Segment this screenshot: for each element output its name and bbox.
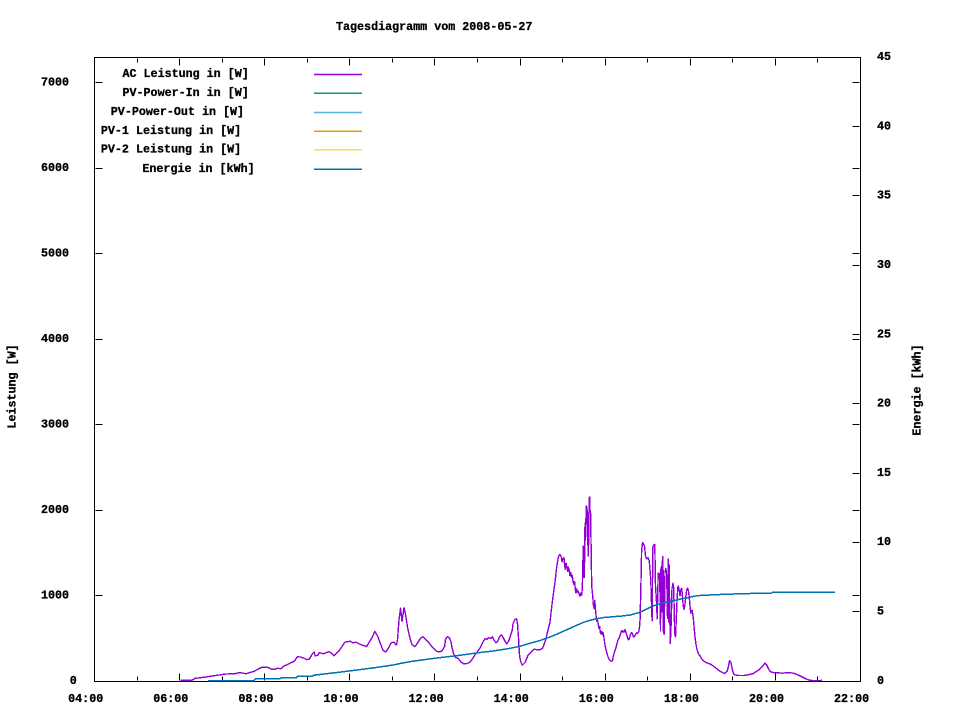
- svg-text:5000: 5000: [41, 247, 69, 261]
- svg-text:14:00: 14:00: [494, 692, 529, 706]
- svg-text:Energie [kWh]: Energie [kWh]: [911, 344, 925, 435]
- svg-text:10: 10: [877, 535, 891, 549]
- svg-text:18:00: 18:00: [664, 692, 699, 706]
- svg-text:22:00: 22:00: [834, 692, 869, 706]
- svg-text:20: 20: [877, 397, 891, 411]
- svg-text:Leistung [W]: Leistung [W]: [5, 344, 19, 428]
- svg-text:4000: 4000: [41, 332, 69, 346]
- svg-text:06:00: 06:00: [153, 692, 188, 706]
- svg-text:30: 30: [877, 258, 891, 272]
- svg-text:12:00: 12:00: [409, 692, 444, 706]
- svg-text:5: 5: [877, 605, 884, 619]
- svg-text:0: 0: [877, 674, 884, 688]
- svg-text:PV-2 Leistung in [W]: PV-2 Leistung in [W]: [101, 142, 241, 156]
- svg-text:10:00: 10:00: [323, 692, 358, 706]
- svg-text:1000: 1000: [41, 588, 69, 602]
- svg-text:40: 40: [877, 119, 891, 133]
- svg-text:16:00: 16:00: [579, 692, 614, 706]
- svg-text:PV-Power-In in [W]: PV-Power-In in [W]: [123, 86, 249, 100]
- svg-text:04:00: 04:00: [68, 692, 103, 706]
- svg-text:35: 35: [877, 189, 891, 203]
- svg-text:7000: 7000: [41, 76, 69, 90]
- svg-text:0: 0: [70, 674, 77, 688]
- svg-text:3000: 3000: [41, 417, 69, 431]
- svg-text:25: 25: [877, 327, 891, 341]
- svg-text:PV-Power-Out in [W]: PV-Power-Out in [W]: [111, 105, 244, 119]
- svg-text:20:00: 20:00: [749, 692, 784, 706]
- svg-text:2000: 2000: [41, 503, 69, 517]
- svg-text:Energie in [kWh]: Energie in [kWh]: [142, 162, 254, 176]
- svg-text:AC Leistung in [W]: AC Leistung in [W]: [123, 67, 249, 81]
- svg-text:6000: 6000: [41, 161, 69, 175]
- svg-text:15: 15: [877, 466, 891, 480]
- svg-text:45: 45: [877, 50, 891, 64]
- svg-text:PV-1 Leistung in [W]: PV-1 Leistung in [W]: [101, 124, 241, 138]
- svg-text:08:00: 08:00: [238, 692, 273, 706]
- svg-text:Tagesdiagramm vom 2008-05-27: Tagesdiagramm vom 2008-05-27: [336, 20, 532, 34]
